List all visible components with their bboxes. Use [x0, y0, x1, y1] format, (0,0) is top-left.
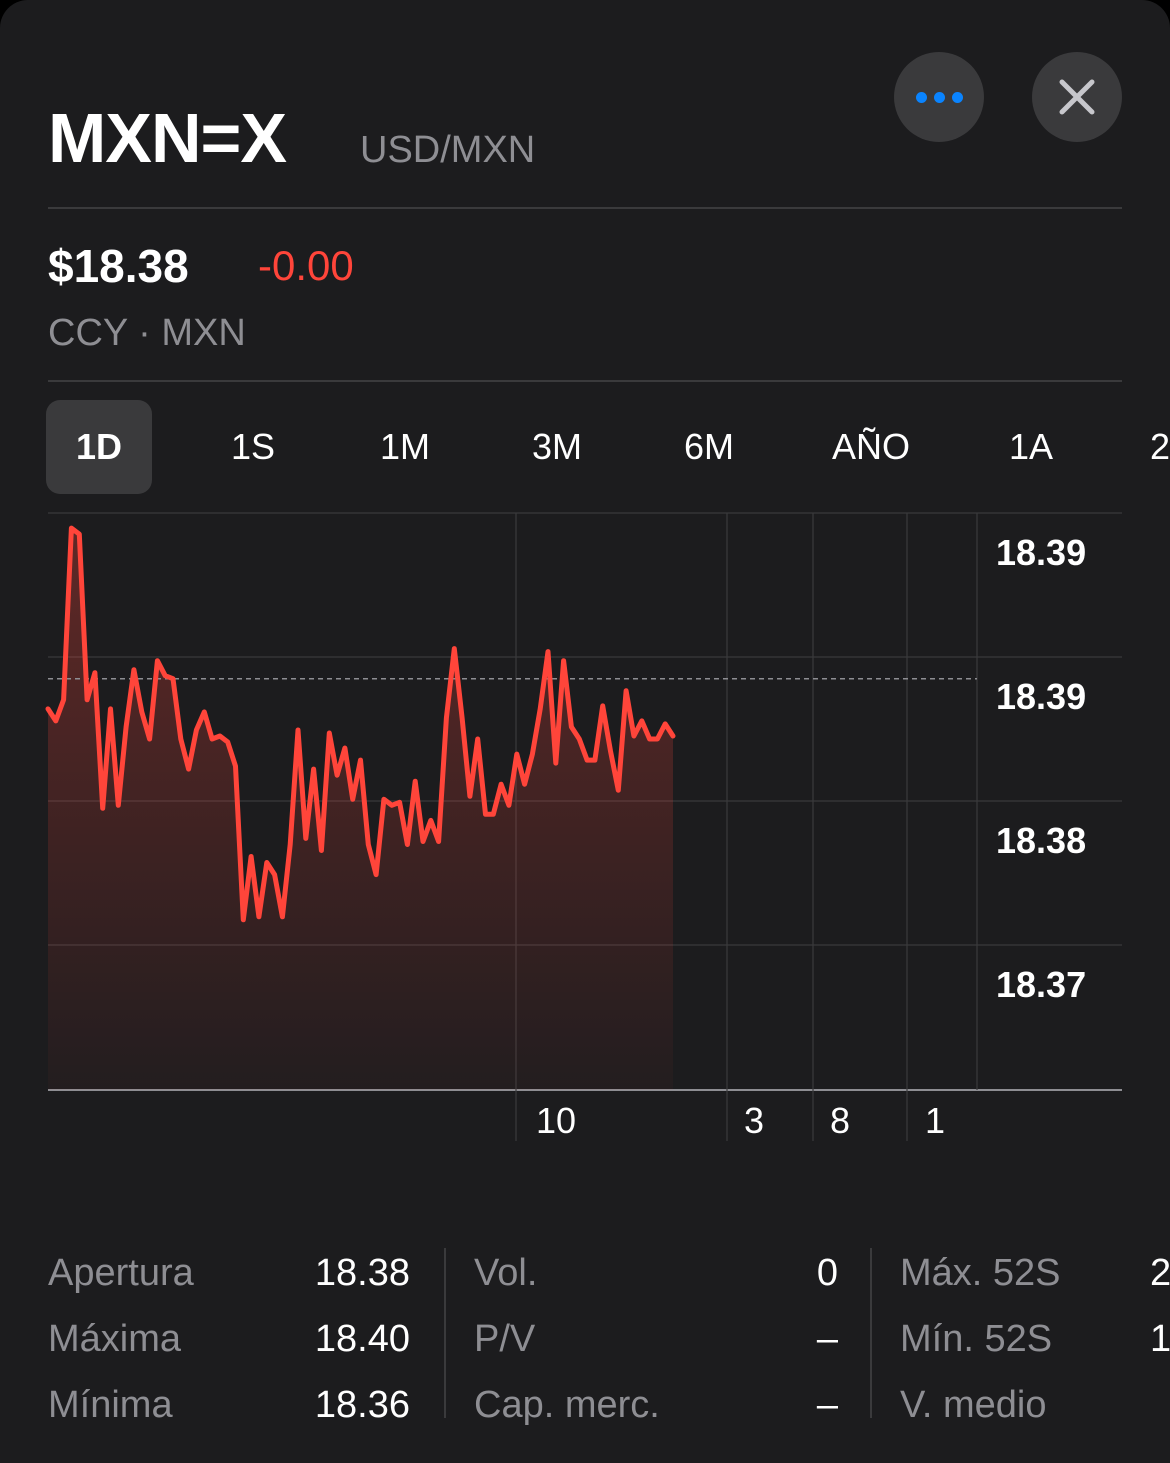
- tab-3m[interactable]: 3M: [531, 426, 582, 467]
- tab-1s[interactable]: 1S: [230, 426, 276, 467]
- stat-value-52w-low: 1: [1150, 1318, 1170, 1360]
- x-tick-label: 10: [536, 1100, 576, 1141]
- stat-label-high: Máxima: [48, 1318, 182, 1360]
- stat-value-mktcap: –: [816, 1384, 838, 1426]
- exchange-meta: CCY · MXN: [48, 312, 246, 354]
- more-button[interactable]: [894, 52, 984, 142]
- price-change: -0.00: [258, 242, 354, 289]
- price-area: [48, 528, 673, 1090]
- tab-6m[interactable]: 6M: [683, 426, 734, 467]
- header-divider: [48, 207, 1122, 209]
- stat-label-52w-low: Mín. 52S: [900, 1318, 1053, 1360]
- stat-value-52w-high: 2: [1150, 1252, 1170, 1294]
- stat-label-avg-volume: V. medio: [900, 1384, 1047, 1426]
- stats-divider: [444, 1248, 446, 1418]
- stat-label-52w-high: Máx. 52S: [900, 1252, 1061, 1294]
- y-tick-label: 18.38: [996, 820, 1086, 861]
- stats-divider: [870, 1248, 872, 1418]
- price-chart[interactable]: 18.39 18.39 18.38 18.37 10 3 8 1: [0, 505, 1170, 1155]
- stat-label-volume: Vol.: [474, 1252, 538, 1294]
- x-tick-label: 3: [744, 1100, 764, 1141]
- tab-ano[interactable]: AÑO: [831, 426, 910, 467]
- close-button[interactable]: [1032, 52, 1122, 142]
- price-value: $18.38: [48, 240, 189, 292]
- stat-value-low: 18.36: [314, 1384, 410, 1426]
- tab-1a[interactable]: 1A: [1008, 426, 1054, 467]
- pair-subtitle: USD/MXN: [360, 129, 536, 171]
- price-line: [45, 525, 676, 923]
- y-tick-label: 18.39: [996, 676, 1086, 717]
- stat-label-pe: P/V: [474, 1318, 536, 1360]
- stat-value-pe: –: [816, 1318, 838, 1360]
- x-tick-label: 8: [830, 1100, 850, 1141]
- x-tick-label: 1: [925, 1100, 945, 1141]
- tab-2[interactable]: 2: [1150, 426, 1170, 467]
- close-icon: [1059, 79, 1095, 115]
- stat-value-volume: 0: [816, 1252, 838, 1294]
- symbol-title: MXN=X: [48, 99, 287, 177]
- stat-label-low: Mínima: [48, 1384, 173, 1426]
- stat-value-open: 18.38: [314, 1252, 410, 1294]
- y-tick-label: 18.39: [996, 532, 1086, 573]
- ellipsis-icon: [915, 91, 963, 103]
- tab-1m[interactable]: 1M: [379, 426, 430, 467]
- stat-label-open: Apertura: [48, 1252, 194, 1294]
- stat-label-mktcap: Cap. merc.: [474, 1384, 660, 1426]
- tab-1d[interactable]: 1D: [46, 400, 152, 494]
- quote-divider: [48, 380, 1122, 382]
- y-tick-label: 18.37: [996, 964, 1086, 1005]
- stat-value-high: 18.40: [314, 1318, 410, 1360]
